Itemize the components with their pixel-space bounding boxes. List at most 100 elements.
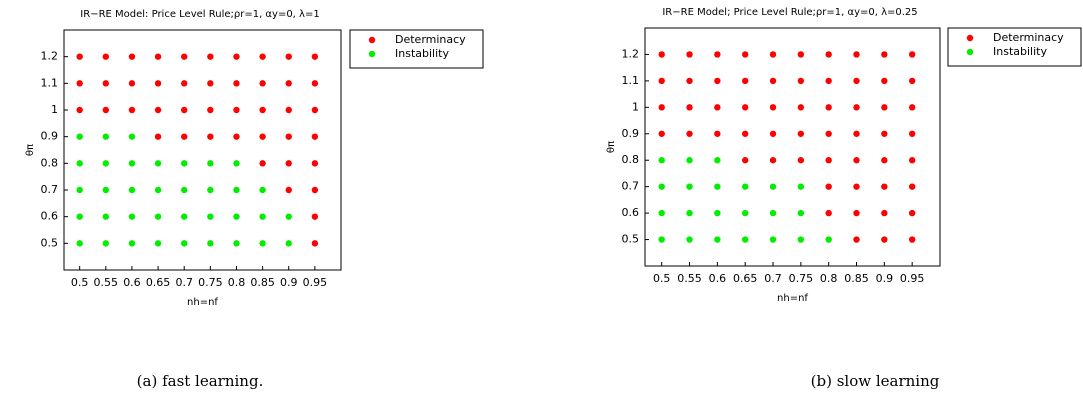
point xyxy=(259,160,266,167)
point xyxy=(207,80,214,87)
point xyxy=(714,77,721,85)
y-tick-label: 0.6 xyxy=(41,210,59,223)
point xyxy=(658,104,665,111)
point xyxy=(825,51,832,58)
point xyxy=(128,133,136,140)
point xyxy=(797,51,805,58)
point xyxy=(853,209,860,217)
legend-label: Determinacy xyxy=(395,33,466,46)
caption: (a) fast learning. xyxy=(137,372,264,390)
point xyxy=(714,157,721,164)
point xyxy=(908,236,916,243)
point xyxy=(686,51,693,58)
point xyxy=(233,133,240,140)
point xyxy=(853,236,860,243)
point xyxy=(853,77,860,85)
x-tick-label: 0.8 xyxy=(228,276,246,289)
x-tick-label: 0.9 xyxy=(876,272,894,285)
point xyxy=(181,53,188,60)
point xyxy=(259,53,266,60)
point xyxy=(285,80,292,87)
y-tick-label: 0.8 xyxy=(41,156,59,169)
point xyxy=(658,157,665,164)
point xyxy=(311,53,319,60)
point xyxy=(102,53,110,60)
point xyxy=(908,51,916,58)
point xyxy=(154,240,162,247)
point xyxy=(881,183,888,190)
y-tick-label: 1 xyxy=(632,100,639,113)
point xyxy=(128,160,136,167)
point xyxy=(797,157,805,164)
point xyxy=(128,240,136,247)
legend-marker xyxy=(368,50,376,58)
chart-title: IR−RE Model: Price Level Rule;ρr=1, αy=0… xyxy=(80,9,319,20)
point xyxy=(825,104,832,111)
x-tick-label: 0.5 xyxy=(653,272,671,285)
point xyxy=(181,106,188,114)
point xyxy=(233,106,240,114)
y-tick-label: 1 xyxy=(51,103,58,116)
point xyxy=(128,53,136,60)
legend-label: Determinacy xyxy=(993,31,1064,44)
y-tick-label: 0.8 xyxy=(622,153,640,166)
point xyxy=(154,80,162,87)
point xyxy=(285,133,292,140)
point xyxy=(181,186,188,194)
y-axis-label: θπ xyxy=(606,141,617,153)
point xyxy=(233,53,240,60)
point xyxy=(769,183,777,190)
point xyxy=(259,186,266,194)
point xyxy=(128,213,136,220)
point xyxy=(825,130,832,137)
plot-area xyxy=(63,29,342,271)
point xyxy=(658,209,665,217)
y-tick-label: 0.7 xyxy=(622,180,640,193)
point xyxy=(769,209,777,217)
point xyxy=(797,77,805,85)
point xyxy=(154,133,162,140)
y-tick-label: 0.5 xyxy=(622,233,640,246)
point xyxy=(76,240,83,247)
point xyxy=(207,160,214,167)
point xyxy=(686,77,693,85)
point xyxy=(797,130,805,137)
x-tick-label: 0.95 xyxy=(303,276,328,289)
point xyxy=(825,157,832,164)
point xyxy=(714,183,721,190)
point xyxy=(154,186,162,194)
y-tick-label: 0.6 xyxy=(622,206,640,219)
point xyxy=(797,183,805,190)
point xyxy=(853,183,860,190)
point xyxy=(76,53,83,60)
point xyxy=(658,183,665,190)
point xyxy=(658,77,665,85)
point xyxy=(285,213,292,220)
point xyxy=(233,160,240,167)
legend-marker xyxy=(966,34,974,42)
legend-marker xyxy=(966,48,974,56)
point xyxy=(825,183,832,190)
point xyxy=(259,133,266,140)
y-tick-label: 1.2 xyxy=(41,50,59,63)
point xyxy=(233,186,240,194)
point xyxy=(285,240,292,247)
point xyxy=(102,240,110,247)
point xyxy=(207,53,214,60)
point xyxy=(853,157,860,164)
point xyxy=(128,106,136,114)
point xyxy=(311,106,319,114)
x-tick-label: 0.8 xyxy=(820,272,838,285)
point xyxy=(741,104,749,111)
point xyxy=(769,104,777,111)
point xyxy=(908,77,916,85)
point xyxy=(741,157,749,164)
point xyxy=(102,186,110,194)
point xyxy=(686,183,693,190)
point xyxy=(769,77,777,85)
point xyxy=(658,51,665,58)
point xyxy=(825,77,832,85)
point xyxy=(207,106,214,114)
point xyxy=(825,236,832,243)
point xyxy=(207,133,214,140)
